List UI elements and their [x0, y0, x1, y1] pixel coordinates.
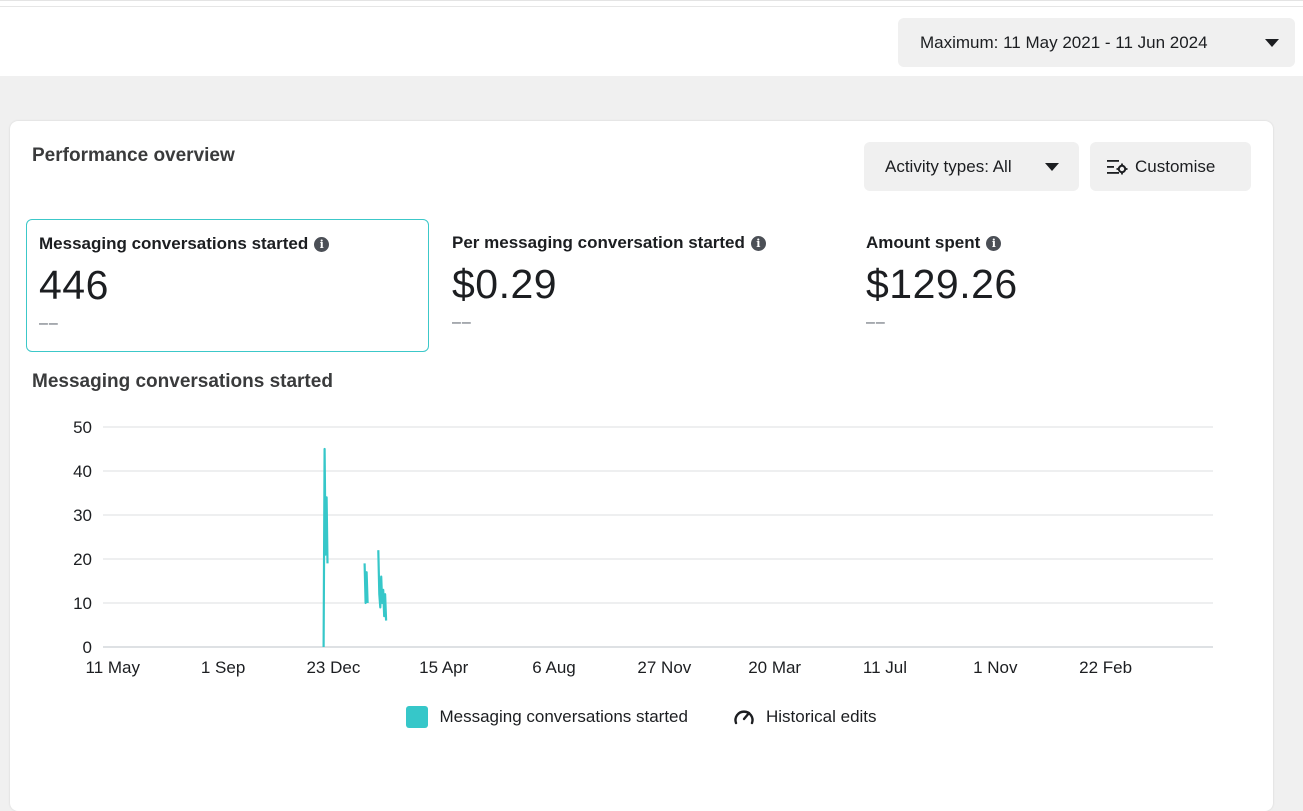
customise-label: Customise [1135, 156, 1216, 176]
metric-label-row: Per messaging conversation started i [452, 233, 831, 253]
y-tick-label: 0 [83, 638, 92, 657]
y-tick-label: 20 [73, 550, 92, 569]
info-icon[interactable]: i [314, 236, 330, 252]
info-icon[interactable]: i [750, 235, 766, 251]
x-tick-label: 15 Apr [419, 658, 468, 677]
x-tick-label: 6 Aug [532, 658, 576, 677]
caret-down-icon [1045, 163, 1059, 171]
top-bar: Maximum: 11 May 2021 - 11 Jun 2024 [0, 0, 1303, 76]
metric-label-row: Amount spent i [866, 233, 1245, 253]
metric-value: $129.26 [866, 261, 1018, 307]
x-tick-label: 11 May [86, 658, 141, 677]
series-line [322, 447, 329, 648]
chart-legend: Messaging conversations started Historic… [10, 706, 1273, 728]
metric-delta: –– [866, 314, 886, 331]
x-tick-label: 11 Jul [863, 658, 907, 677]
y-tick-label: 10 [73, 594, 92, 613]
card-title: Performance overview [32, 145, 235, 166]
x-tick-label: 1 Sep [201, 658, 245, 677]
metric-value: 446 [39, 262, 109, 308]
x-tick-label: 20 Mar [748, 658, 801, 677]
metric-card-conversations[interactable]: Messaging conversations started i 446 –– [26, 219, 429, 352]
performance-overview-card: Performance overview Activity types: All… [10, 121, 1273, 811]
date-range-label: Maximum: 11 May 2021 - 11 Jun 2024 [920, 32, 1208, 52]
customise-button[interactable]: Customise [1090, 142, 1251, 191]
legend-edits-label: Historical edits [765, 707, 877, 726]
legend-item-historical-edits[interactable]: Historical edits [732, 706, 877, 728]
caret-down-icon [1265, 39, 1279, 47]
gauge-icon [734, 710, 754, 725]
info-icon[interactable]: i [986, 235, 1002, 251]
metric-delta: –– [39, 315, 59, 332]
metric-card-cost-per-conversation[interactable]: Per messaging conversation started i $0.… [440, 219, 843, 352]
series-line [377, 550, 388, 621]
activity-types-dropdown[interactable]: Activity types: All [864, 142, 1079, 191]
series-line [363, 563, 369, 605]
legend-series-label: Messaging conversations started [439, 707, 688, 726]
legend-swatch [406, 706, 429, 728]
x-tick-label: 23 Dec [306, 658, 360, 677]
x-tick-label: 1 Nov [973, 658, 1018, 677]
date-range-dropdown[interactable]: Maximum: 11 May 2021 - 11 Jun 2024 [898, 18, 1295, 67]
activity-types-label: Activity types: All [885, 156, 1012, 176]
y-tick-label: 50 [73, 418, 92, 437]
legend-item-series[interactable]: Messaging conversations started [406, 706, 688, 728]
metric-value: $0.29 [452, 261, 558, 307]
metric-label-row: Messaging conversations started i [39, 234, 416, 254]
customise-icon [1107, 159, 1128, 174]
y-tick-label: 30 [73, 506, 92, 525]
divider [0, 6, 1303, 7]
y-tick-label: 40 [73, 462, 92, 481]
x-tick-label: 22 Feb [1079, 658, 1132, 677]
chart-title: Messaging conversations started [32, 371, 333, 392]
metric-label: Per messaging conversation started [452, 233, 745, 252]
metric-label: Messaging conversations started [39, 234, 309, 253]
line-chart: 0 10 20 30 40 50 11 May 1 Sep 23 Dec 15 Apr 6 Aug 2… [73, 418, 1213, 677]
metric-card-amount-spent[interactable]: Amount spent i $129.26 –– [854, 219, 1257, 352]
metric-label: Amount spent [866, 233, 981, 252]
metric-delta: –– [452, 314, 472, 331]
x-tick-label: 27 Nov [637, 658, 691, 677]
